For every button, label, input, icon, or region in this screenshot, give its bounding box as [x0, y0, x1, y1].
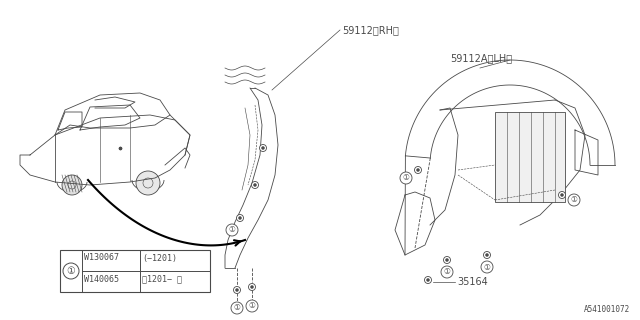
Text: ①: ①: [234, 303, 241, 313]
Circle shape: [444, 257, 451, 263]
Circle shape: [262, 147, 264, 149]
Text: 35164: 35164: [457, 277, 488, 287]
Circle shape: [417, 169, 419, 172]
Circle shape: [400, 172, 412, 184]
Circle shape: [568, 194, 580, 206]
Circle shape: [253, 183, 257, 187]
Circle shape: [252, 181, 259, 188]
Circle shape: [246, 300, 258, 312]
Circle shape: [237, 214, 243, 221]
Circle shape: [559, 191, 566, 198]
Circle shape: [62, 175, 82, 195]
Text: ①: ①: [403, 173, 410, 182]
Text: ①: ①: [571, 196, 577, 204]
Circle shape: [63, 263, 79, 279]
Circle shape: [445, 259, 449, 261]
Text: W130067: W130067: [84, 253, 119, 262]
Circle shape: [259, 145, 266, 151]
Text: (−1201): (−1201): [142, 253, 177, 262]
Circle shape: [441, 266, 453, 278]
Text: ①: ①: [444, 268, 451, 276]
Text: 59112A〈LH〉: 59112A〈LH〉: [450, 53, 512, 63]
Circle shape: [231, 302, 243, 314]
Circle shape: [136, 171, 160, 195]
Circle shape: [415, 166, 422, 173]
Circle shape: [486, 253, 488, 257]
Text: ①: ①: [67, 266, 76, 276]
Bar: [60, 250, 210, 292]
Text: A541001072: A541001072: [584, 305, 630, 314]
Circle shape: [561, 194, 563, 196]
Bar: [495, 112, 565, 202]
Circle shape: [239, 217, 241, 220]
Circle shape: [250, 285, 253, 289]
Text: ①: ①: [228, 226, 236, 235]
Text: 59112〈RH〉: 59112〈RH〉: [342, 25, 399, 35]
Text: W140065: W140065: [84, 275, 119, 284]
Circle shape: [426, 278, 429, 282]
Text: 、1201− 〉: 、1201− 〉: [142, 275, 182, 284]
Text: ①: ①: [484, 262, 490, 271]
Circle shape: [481, 261, 493, 273]
Circle shape: [236, 289, 239, 292]
Circle shape: [248, 284, 255, 291]
Circle shape: [226, 224, 238, 236]
Circle shape: [234, 286, 241, 293]
Text: ①: ①: [248, 301, 255, 310]
Circle shape: [424, 276, 431, 284]
Circle shape: [483, 252, 490, 259]
